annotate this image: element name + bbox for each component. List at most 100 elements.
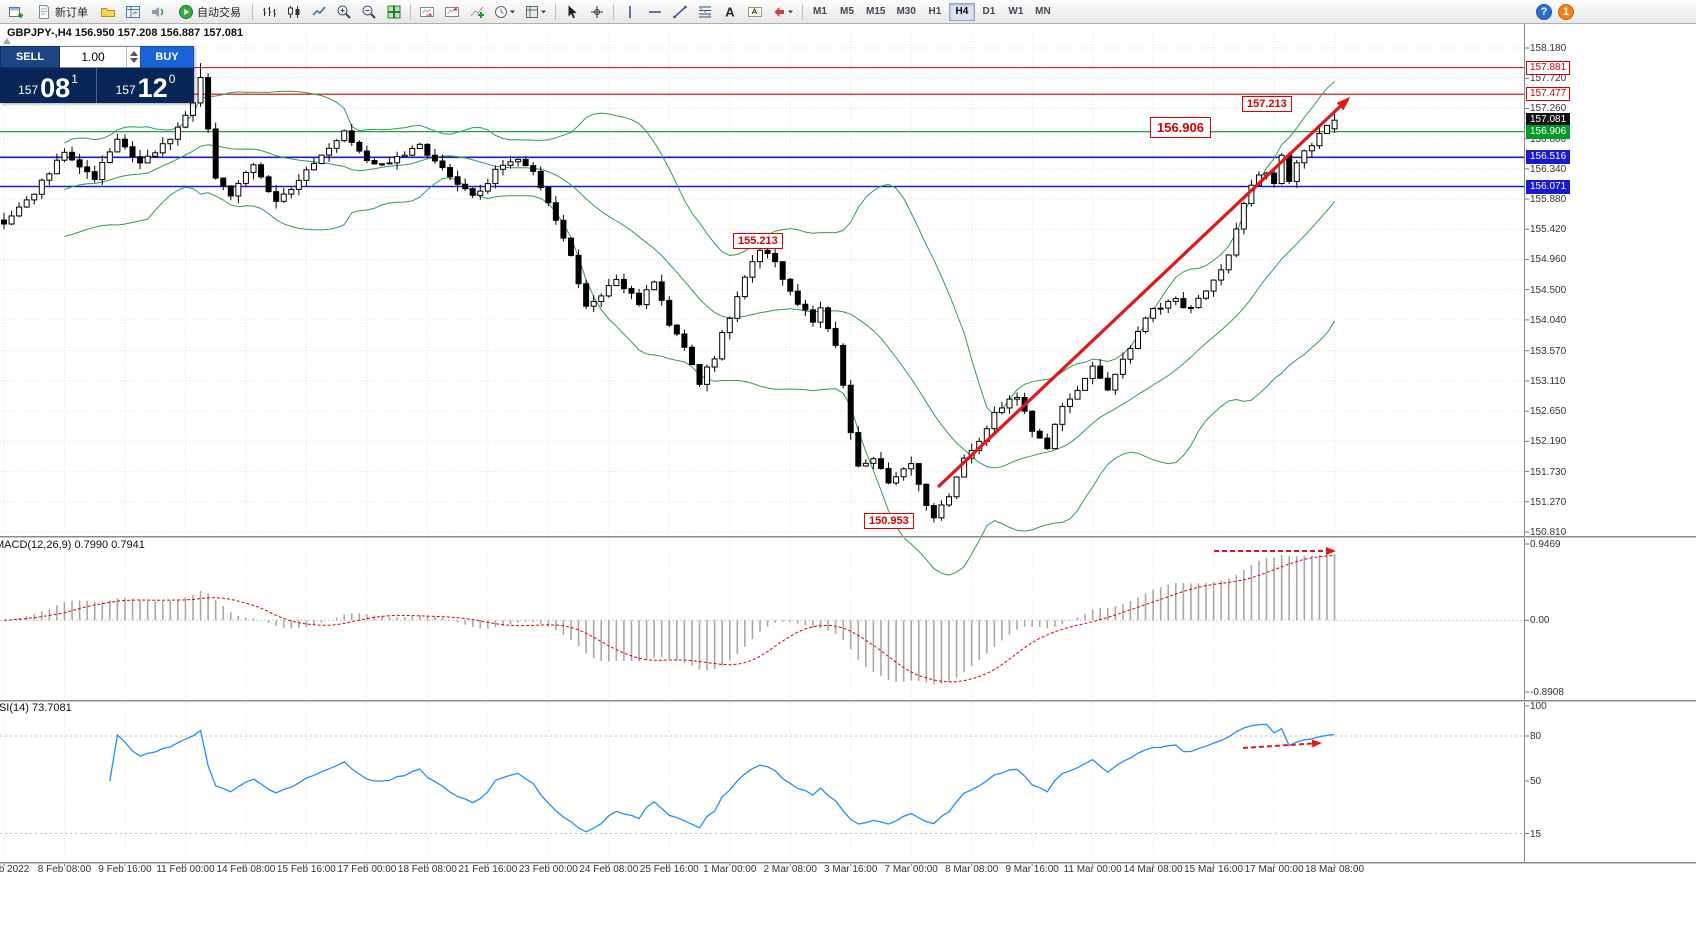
price-axis-label: 152.650 (1530, 406, 1567, 418)
horizontal-line-icon (649, 10, 661, 13)
price-annotation[interactable]: 156.906 (1150, 117, 1211, 138)
time-axis-label: 8 Mar 08:00 (944, 864, 999, 875)
fibonacci-tool-button[interactable] (693, 1, 717, 22)
bar-chart-mode-button[interactable] (257, 1, 281, 22)
timeframe-m30-button[interactable]: M30 (891, 3, 920, 21)
trendline-icon (673, 5, 687, 18)
timeframe-mn-button[interactable]: MN (1030, 3, 1056, 21)
timeframe-h4-button[interactable]: H4 (948, 2, 975, 21)
buy-price-big: 12 (137, 73, 168, 103)
volume-up-arrow[interactable] (129, 51, 138, 56)
cursor-tool-button[interactable] (560, 1, 584, 22)
buy-button[interactable]: BUY (140, 46, 194, 68)
cursor-icon (568, 5, 577, 18)
time-axis-label: 1 Mar 00:00 (703, 864, 757, 875)
main-macd-separator[interactable] (0, 536, 1696, 538)
trendline-tool-button[interactable] (668, 1, 692, 22)
help-icon[interactable]: ? (1536, 3, 1552, 20)
timeframe-w1-button[interactable]: W1 (1003, 3, 1029, 21)
speaker-icon (152, 6, 164, 17)
tile-windows-button[interactable] (382, 1, 406, 22)
line-chart-icon (312, 6, 326, 16)
macd-axis-label: 0.9469 (1530, 539, 1561, 550)
price-level-tag[interactable]: 156.906 (1526, 124, 1571, 139)
zoom-out-button[interactable] (357, 1, 381, 22)
rsi-timeaxis-separator[interactable] (0, 862, 1696, 864)
time-axis-label: 3 Mar 16:00 (824, 864, 878, 875)
sell-price[interactable]: 157 08 1 (0, 68, 97, 103)
crosshair-tool-button[interactable] (585, 1, 609, 22)
sell-price-big: 08 (40, 73, 71, 103)
price-axis-label: 154.500 (1530, 284, 1567, 296)
vertical-line-tool-button[interactable] (618, 1, 642, 22)
time-axis-label: 7 Feb 2022 (0, 864, 30, 875)
templates-dropdown-button[interactable] (521, 1, 551, 22)
text-label-tool-button[interactable] (743, 1, 767, 22)
price-axis-label: 153.570 (1530, 345, 1567, 357)
trade-panel-toggle[interactable] (3, 38, 11, 44)
horizontal-line-tool-button[interactable] (643, 1, 667, 22)
arrows-tool-button[interactable] (768, 1, 798, 22)
ohlc-bars-icon (263, 6, 276, 17)
macd-rsi-separator[interactable] (0, 700, 1696, 702)
new-chart-button[interactable] (4, 1, 28, 22)
rsi-axis-label: 80 (1530, 731, 1542, 742)
new-order-button[interactable]: 新订单 (29, 1, 95, 22)
toolbar-separator (410, 3, 411, 20)
volume-down-arrow[interactable] (129, 58, 138, 63)
price-level-tag[interactable]: 157.881 (1526, 60, 1571, 75)
time-axis-label: 11 Feb 00:00 (156, 864, 215, 875)
time-axis-label: 8 Feb 08:00 (37, 864, 92, 875)
price-level-tag[interactable]: 157.477 (1526, 87, 1571, 102)
auto-trading-button[interactable]: 自动交易 (171, 1, 248, 22)
buy-price[interactable]: 157 12 0 (97, 68, 194, 103)
timeframe-h1-button[interactable]: H1 (922, 3, 948, 21)
add-indicator-button[interactable] (465, 1, 489, 22)
crosshair-icon (591, 5, 603, 18)
notification-badge[interactable]: 1 (1558, 3, 1574, 20)
zoom-in-button[interactable] (332, 1, 356, 22)
vertical-line-icon (629, 5, 631, 18)
candlestick-mode-button[interactable] (282, 1, 306, 22)
chart-shift-icon (445, 6, 459, 17)
macd-indicator-label: MACD(12,26,9) 0.7990 0.7941 (0, 539, 145, 551)
time-axis-label: 21 Feb 16:00 (458, 864, 518, 875)
alerts-button[interactable] (146, 1, 170, 22)
sell-button[interactable]: SELL (0, 46, 60, 68)
market-watch-button[interactable] (121, 1, 145, 22)
price-axis-label: 156.340 (1530, 163, 1567, 175)
text-label-icon (748, 6, 762, 17)
text-tool-button[interactable]: A (718, 1, 742, 22)
volume-value[interactable]: 1.00 (81, 50, 105, 64)
price-annotation[interactable]: 157.213 (1242, 96, 1292, 112)
chart-shift-button[interactable] (440, 1, 464, 22)
rsi-axis-label: 15 (1530, 828, 1542, 840)
price-level-tag[interactable]: 156.516 (1526, 150, 1571, 165)
volume-spinner (126, 47, 140, 67)
timeframe-m5-button[interactable]: M5 (834, 3, 860, 21)
toolbar: 新订单 自动交易 A M1 M5 M15 M30 H1 H4 D1 W1 MN ? 1 (0, 0, 1696, 24)
time-axis-label: 18 Mar 08:00 (1305, 864, 1365, 875)
buy-price-prefix: 157 (115, 83, 136, 97)
volume-stepper[interactable]: 1.00 (60, 46, 140, 68)
auto-scroll-button[interactable] (415, 1, 439, 22)
price-axis-label: 153.110 (1530, 375, 1566, 387)
timeframe-m15-button[interactable]: M15 (861, 3, 890, 21)
line-chart-mode-button[interactable] (307, 1, 331, 22)
timeframe-d1-button[interactable]: D1 (976, 3, 1002, 21)
zoom-out-icon (362, 5, 376, 19)
profiles-button[interactable] (96, 1, 120, 22)
time-axis-label: 11 Mar 00:00 (1063, 864, 1122, 875)
price-annotation[interactable]: 150.953 (864, 513, 914, 529)
price-annotation[interactable]: 155.213 (733, 233, 783, 249)
time-axis-label: 15 Mar 16:00 (1184, 864, 1244, 875)
timeframe-m1-button[interactable]: M1 (807, 3, 833, 21)
market-watch-icon (126, 5, 140, 18)
periods-dropdown-button[interactable] (490, 1, 520, 22)
time-axis-label: 17 Feb 00:00 (337, 864, 397, 875)
toolbar-right-group: ? 1 (1536, 3, 1574, 20)
time-axis-label: 7 Mar 00:00 (884, 864, 938, 875)
price-axis-label: 156.800 (1530, 133, 1567, 145)
price-level-tag[interactable]: 156.071 (1526, 179, 1571, 194)
